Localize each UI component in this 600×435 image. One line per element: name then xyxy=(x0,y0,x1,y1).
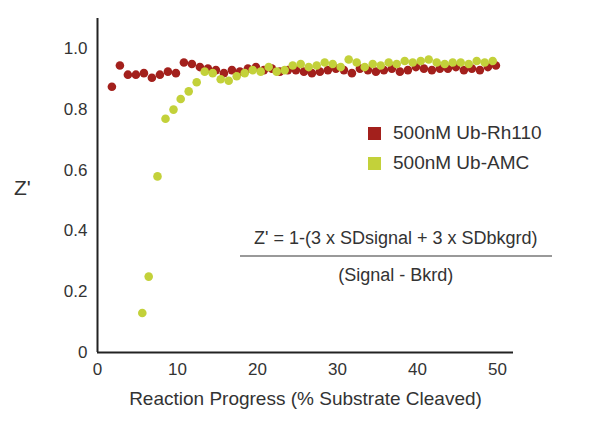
svg-text:0.2: 0.2 xyxy=(64,282,88,301)
svg-text:30: 30 xyxy=(328,360,347,379)
svg-text:20: 20 xyxy=(248,360,267,379)
svg-text:Reaction Progress (% Substrate: Reaction Progress (% Substrate Cleaved) xyxy=(129,388,482,409)
svg-text:50: 50 xyxy=(488,360,507,379)
html-text:500nM Ub-AMC: 500nM Ub-AMC xyxy=(393,152,530,173)
svg-text:1.0: 1.0 xyxy=(64,39,88,58)
html-text:500nM Ub-Rh110: 500nM Ub-Rh110 xyxy=(393,122,542,143)
svg-text:10: 10 xyxy=(168,360,187,379)
svg-text:0: 0 xyxy=(93,360,102,379)
svg-text:0.4: 0.4 xyxy=(64,221,88,240)
html-text:(Signal - Bkrd): (Signal - Bkrd) xyxy=(338,265,454,285)
svg-text:0.6: 0.6 xyxy=(64,161,88,180)
svg-text:40: 40 xyxy=(408,360,427,379)
svg-text:0.8: 0.8 xyxy=(64,100,88,119)
html-text:Z' = 1-(3 x SDsignal + 3 x SDb: Z' = 1-(3 x SDsignal + 3 x SDbkgrd) xyxy=(254,228,538,248)
html-text:Z': Z' xyxy=(14,176,31,199)
svg-text:0: 0 xyxy=(78,343,87,362)
